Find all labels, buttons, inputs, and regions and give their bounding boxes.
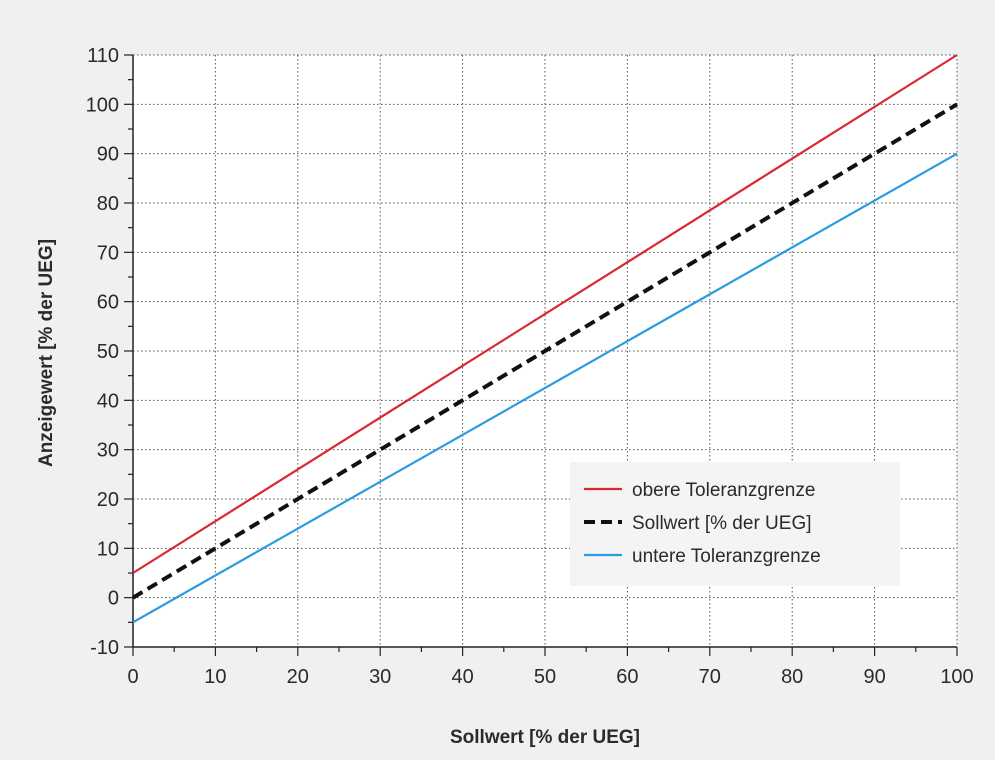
x-tick-label: 20 <box>287 666 309 688</box>
y-tick-label: 40 <box>97 390 119 412</box>
legend-box <box>570 462 900 586</box>
y-axis-title: Anzeigewert [% der UEG] <box>36 239 57 467</box>
x-tick-label: 0 <box>127 666 138 688</box>
x-tick-label: 30 <box>369 666 391 688</box>
y-tick-label: 100 <box>86 94 119 116</box>
legend-label: Sollwert [% der UEG] <box>632 513 812 534</box>
x-tick-label: 90 <box>863 666 885 688</box>
y-tick-label: 20 <box>97 489 119 511</box>
x-tick-label: 50 <box>534 666 556 688</box>
legend-label: untere Toleranzgrenze <box>632 546 821 567</box>
x-tick-label: 60 <box>616 666 638 688</box>
legend: obere Toleranzgrenze Sollwert [% der UEG]… <box>570 462 900 586</box>
series-line-2 <box>131 102 959 600</box>
x-tick-label: 40 <box>451 666 473 688</box>
y-tick-label: 110 <box>87 45 119 67</box>
y-tick-label: 60 <box>97 292 119 314</box>
y-tick-label: 90 <box>97 144 119 166</box>
y-tick-label: 10 <box>97 538 119 560</box>
series-line-1 <box>132 54 958 574</box>
x-tick-label: 80 <box>781 666 803 688</box>
y-tick-label: 80 <box>97 193 119 215</box>
x-axis-title: Sollwert [% der UEG] <box>450 727 640 748</box>
axes <box>124 54 958 656</box>
y-tick-label: 30 <box>97 440 119 462</box>
x-tick-label: 70 <box>699 666 721 688</box>
legend-label: obere Toleranzgrenze <box>632 480 815 501</box>
y-tick-label: 50 <box>97 341 119 363</box>
series-line-3 <box>132 152 958 624</box>
x-tick-label: 100 <box>940 666 973 688</box>
y-tick-label: -10 <box>90 637 119 659</box>
series <box>131 54 959 624</box>
y-tick-label: 70 <box>97 242 119 264</box>
tick-labels: -10 0 10 20 30 40 50 60 70 80 90 100 110 0 10 20 30 40 50 6… <box>86 45 974 688</box>
x-tick-label: 10 <box>204 666 226 688</box>
y-tick-label: 0 <box>108 588 119 610</box>
